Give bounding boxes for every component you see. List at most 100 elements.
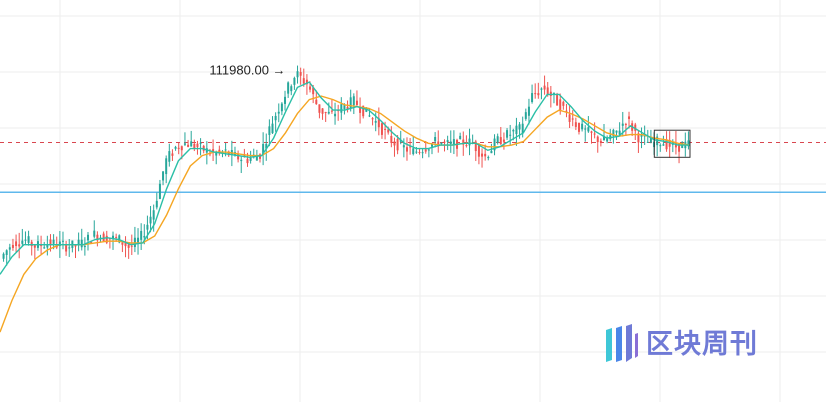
candle-body [484,153,487,157]
candle-body [130,245,133,247]
candle-body [687,140,690,147]
candle-body [33,245,36,248]
candle-body [87,234,89,241]
candle-body [527,106,530,116]
candle-body [568,114,571,122]
candle-body [462,139,465,145]
candle-body [465,145,468,147]
candle-body [196,143,199,148]
candle-body [165,158,168,175]
candle-body [309,86,312,90]
candle-body [155,200,158,208]
candle-body [24,239,27,241]
candle-body [80,239,83,248]
candle-body [143,236,146,238]
candle-body [405,147,408,152]
candle-body [183,143,186,145]
candle-body [534,93,537,95]
candle-body [262,144,265,155]
candle-body [452,139,455,146]
peak-price-label: 111980.00 → [209,62,285,77]
candle-body [512,129,515,132]
candle-body [612,129,615,136]
candle-body [140,230,143,240]
candle-body [502,139,505,142]
candle-body [8,247,11,250]
candle-body [299,72,302,76]
candle-body [5,250,8,255]
candles-layer [2,65,690,266]
candle-body [380,123,383,135]
candle-body [177,147,180,149]
candle-body [215,152,218,156]
candle-body [665,139,668,150]
candle-body [346,106,349,110]
candle-body [487,156,490,159]
candle-body [43,247,46,249]
candle-body [102,233,105,242]
candle-body [105,235,108,243]
watermark-text: 区块周刊 [646,329,758,360]
candle-body [46,244,49,248]
candle-body [468,138,471,146]
candle-body [587,127,590,132]
candle-body [646,141,649,143]
candle-body [590,131,593,133]
candle-body [396,138,399,151]
candle-body [237,153,240,160]
candle-body [374,121,377,123]
candle-body [556,94,559,106]
candle-body [574,122,577,127]
candle-body [2,253,5,259]
candle-body [593,133,596,135]
candle-body [540,88,543,90]
candle-body [68,247,71,249]
candle-body [421,152,424,154]
candle-body [65,244,68,252]
candle-body [343,104,346,109]
candle-body [265,143,268,149]
candle-body [271,123,274,134]
fast-moving-average-line [0,81,690,275]
candle-body [621,123,624,126]
candle-body [324,112,327,114]
candle-body [415,151,418,153]
candle-body [312,87,315,95]
candle-body [509,134,512,136]
candle-body [368,115,371,117]
candle-body [61,240,64,242]
candle-body [409,146,412,148]
candle-body [440,142,443,144]
candle-body [11,244,14,248]
candle-body [112,235,115,239]
candle-body [218,149,221,152]
candle-body [490,151,493,154]
candle-body [562,101,565,106]
candle-body [359,106,362,113]
candle-body [171,153,174,156]
candle-body [190,141,193,147]
candle-body [90,241,93,243]
candle-body [280,103,283,112]
candle-body [27,236,30,243]
candle-body [371,118,374,120]
candle-body [362,105,365,117]
candle-body [30,241,33,247]
candle-body [628,116,631,119]
candle-body [493,138,496,151]
candle-body [477,145,480,157]
candle-body [340,104,343,113]
candle-body [518,124,521,130]
candle-body [618,130,621,135]
candle-body [302,78,305,84]
candle-body [293,77,296,85]
candle-body [77,239,80,246]
candle-body [552,92,555,94]
candle-body [581,123,584,130]
candle-body [577,122,580,132]
candle-body [437,141,440,147]
candle-body [240,159,243,162]
candle-body [174,146,177,149]
candle-body [93,230,96,237]
